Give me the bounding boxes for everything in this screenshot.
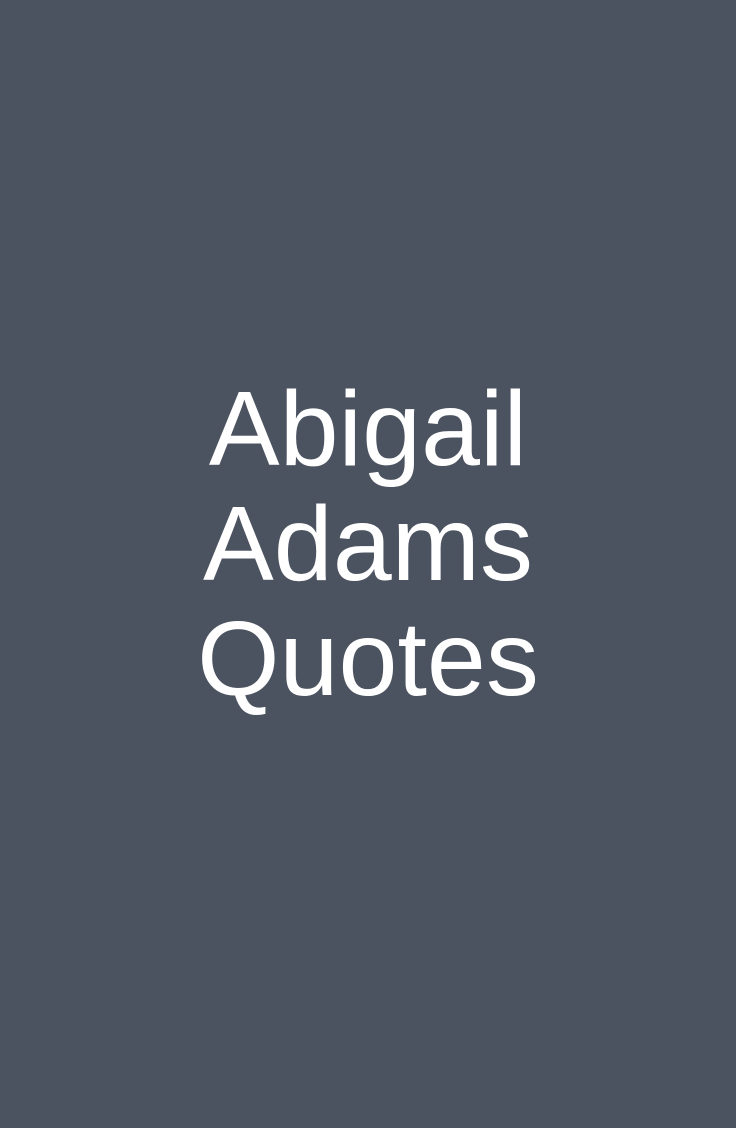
cover-title: Abigail Adams Quotes [0, 372, 736, 717]
title-line-1: Abigail [208, 370, 528, 488]
title-line-2: Adams [203, 485, 533, 603]
title-line-3: Quotes [197, 600, 539, 718]
